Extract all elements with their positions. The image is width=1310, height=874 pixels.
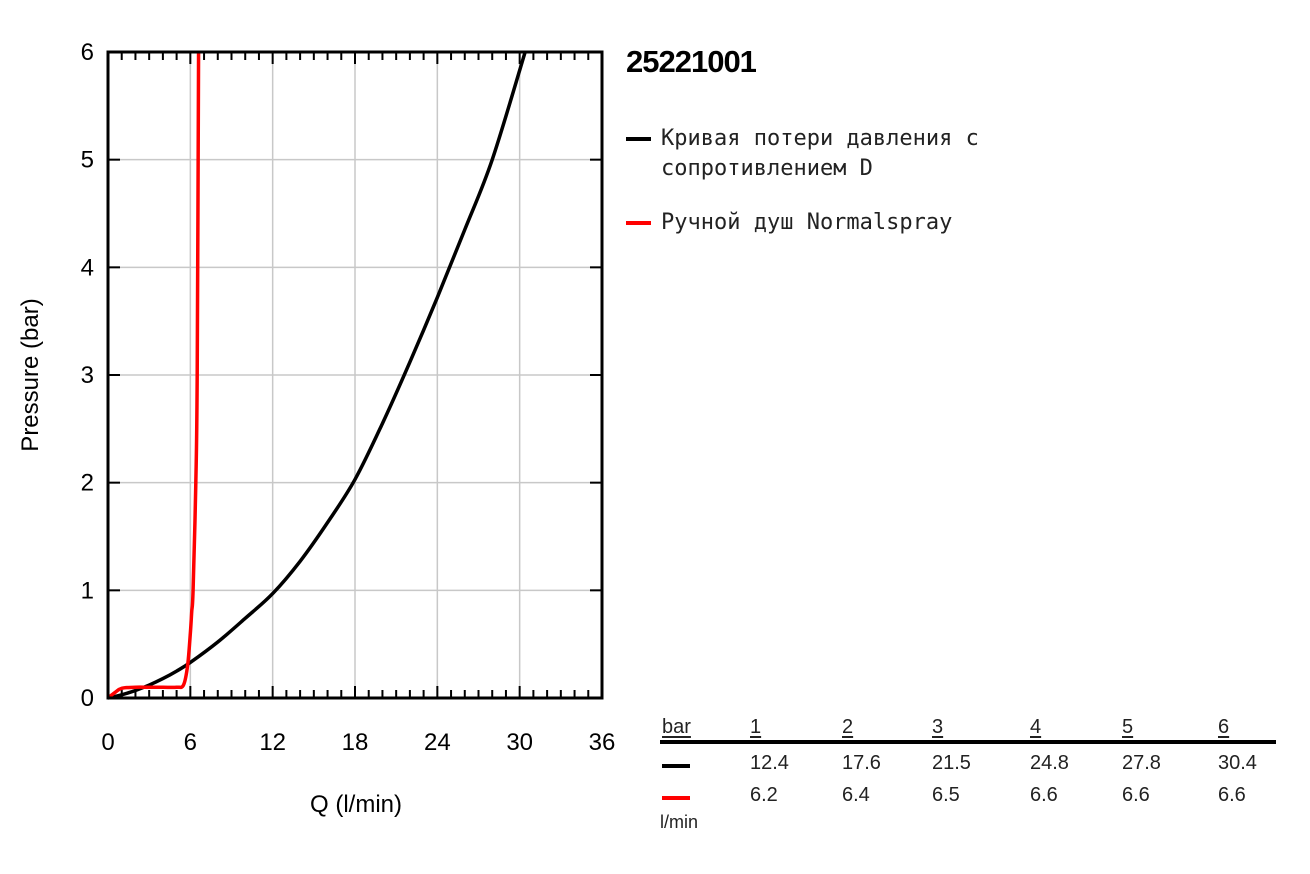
chart-title: 25221001 bbox=[626, 44, 757, 79]
table-cell: 17.6 bbox=[842, 752, 881, 774]
header-unit-bar: bar bbox=[662, 716, 691, 738]
header-pressure: 1 bbox=[750, 716, 762, 738]
series-lines bbox=[106, 51, 527, 700]
table-cell: 21.5 bbox=[932, 752, 971, 774]
x-tick-label: 30 bbox=[506, 729, 533, 756]
series-line-pressure-loss bbox=[107, 51, 527, 700]
y-axis-label: Pressure (bar) bbox=[17, 298, 44, 451]
table-cell: 30.4 bbox=[1218, 752, 1257, 774]
table-cell: 6.4 bbox=[842, 784, 870, 806]
table-cell: 12.4 bbox=[750, 752, 789, 774]
legend: Кривая потери давления с сопротивлением … bbox=[626, 124, 1066, 262]
grid-lines bbox=[108, 52, 602, 698]
x-tick-label: 0 bbox=[101, 729, 114, 756]
table-header-row: bar 1 2 3 4 5 6 bbox=[660, 716, 1276, 748]
header-pressure: 5 bbox=[1122, 716, 1134, 738]
y-tick-label: 3 bbox=[81, 362, 94, 389]
legend-label: Кривая потери давления с сопротивлением … bbox=[661, 126, 979, 181]
y-tick-label: 6 bbox=[81, 39, 94, 66]
x-tick-label: 18 bbox=[342, 729, 369, 756]
table-cell: 24.8 bbox=[1030, 752, 1069, 774]
x-tick-label: 36 bbox=[589, 729, 616, 756]
header-pressure: 3 bbox=[932, 716, 944, 738]
series-line-hand-shower bbox=[106, 51, 201, 700]
x-axis-label: Q (l/min) bbox=[310, 791, 402, 818]
flow-values-table: bar 1 2 3 4 5 6 12.4 17.6 21.5 24.8 27.8… bbox=[660, 716, 1276, 816]
y-tick-label: 1 bbox=[81, 577, 94, 604]
x-tick-label: 12 bbox=[259, 729, 286, 756]
y-tick-label: 5 bbox=[81, 147, 94, 174]
legend-swatch-red bbox=[626, 221, 651, 225]
table-row: 6.2 6.4 6.5 6.6 6.6 6.6 bbox=[660, 784, 1276, 816]
header-pressure: 6 bbox=[1218, 716, 1230, 738]
legend-swatch-black bbox=[626, 137, 651, 141]
legend-item-hand-shower: Ручной душ Normalspray bbox=[626, 208, 1066, 238]
header-pressure: 2 bbox=[842, 716, 854, 738]
x-tick-label: 6 bbox=[184, 729, 197, 756]
y-tick-label: 2 bbox=[81, 470, 94, 497]
table-cell: 6.5 bbox=[932, 784, 960, 806]
x-tick-label: 24 bbox=[424, 729, 451, 756]
plot-frame bbox=[106, 50, 604, 700]
table-cell: 6.2 bbox=[750, 784, 778, 806]
y-tick-label: 0 bbox=[81, 685, 94, 712]
table-cell: 6.6 bbox=[1030, 784, 1058, 806]
table-cell: 6.6 bbox=[1122, 784, 1150, 806]
legend-item-pressure-loss: Кривая потери давления с сопротивлением … bbox=[626, 124, 1066, 184]
legend-label: Ручной душ Normalspray bbox=[661, 210, 953, 235]
table-row: 12.4 17.6 21.5 24.8 27.8 30.4 bbox=[660, 752, 1276, 784]
table-cell: 27.8 bbox=[1122, 752, 1161, 774]
table-unit-label: l/min bbox=[660, 812, 699, 832]
table-rule bbox=[660, 740, 1276, 744]
row-swatch-black bbox=[662, 764, 690, 768]
row-swatch-red bbox=[662, 796, 690, 800]
header-pressure: 4 bbox=[1030, 716, 1042, 738]
x-tick-labels: 0 6 12 18 24 30 36 bbox=[101, 729, 615, 756]
y-tick-label: 4 bbox=[81, 254, 94, 281]
y-tick-labels: 0 1 2 3 4 5 6 bbox=[81, 39, 94, 712]
table-cell: 6.6 bbox=[1218, 784, 1246, 806]
